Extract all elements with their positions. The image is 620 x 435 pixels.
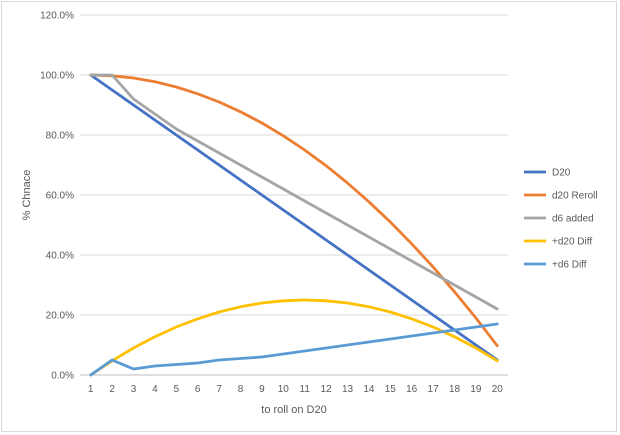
x-tick-label: 20: [492, 384, 504, 395]
x-tick-label: 5: [174, 384, 180, 395]
y-tick-label: 80.0%: [46, 131, 74, 142]
x-tick-label: 6: [195, 384, 201, 395]
legend-label: +d20 Diff: [552, 237, 592, 248]
x-tick-label: 8: [238, 384, 244, 395]
x-tick-label: 14: [363, 384, 375, 395]
x-tick-label: 1: [88, 384, 94, 395]
legend-label: d6 added: [552, 214, 594, 225]
y-tick-label: 40.0%: [46, 251, 74, 262]
y-axis-title: % Chnace: [21, 170, 33, 221]
x-tick-label: 10: [278, 384, 290, 395]
x-tick-label: 3: [131, 384, 137, 395]
x-tick-label: 18: [449, 384, 461, 395]
x-tick-label: 7: [216, 384, 222, 395]
x-tick-label: 11: [300, 384, 311, 395]
y-axis: 0.0% 20.0% 40.0% 60.0% 80.0% 100.0% 120.0%: [40, 11, 74, 382]
x-axis-title: to roll on D20: [261, 404, 326, 416]
y-tick-label: 60.0%: [46, 191, 74, 202]
legend-label: D20: [552, 168, 571, 179]
x-tick-label: 12: [321, 384, 333, 395]
x-tick-label: 17: [428, 384, 440, 395]
x-tick-label: 19: [470, 384, 482, 395]
legend: D20 d20 Reroll d6 added +d20 Diff +d6 Diff: [524, 168, 598, 271]
x-tick-label: 15: [385, 384, 397, 395]
series-line-d20-diff: [89, 298, 499, 377]
y-tick-label: 100.0%: [40, 71, 74, 82]
x-axis: 1 2 3 4 5 6 7 8 9 10 11 12 13 14 15 16 17 18 19 20: [80, 374, 508, 395]
legend-label: d20 Reroll: [552, 191, 598, 202]
y-tick-label: 120.0%: [40, 11, 74, 22]
x-tick-label: 9: [259, 384, 265, 395]
x-tick-label: 2: [109, 384, 115, 395]
x-tick-label: 4: [152, 384, 158, 395]
legend-label: +d6 Diff: [552, 260, 587, 271]
series-line-d6-diff: [89, 322, 499, 377]
x-tick-label: 16: [406, 384, 418, 395]
series-line-d6-added: [89, 73, 499, 311]
series-line-d20: [89, 73, 499, 362]
series-line-d20-reroll: [89, 73, 499, 348]
y-tick-label: 20.0%: [46, 311, 74, 322]
y-tick-label: 0.0%: [51, 371, 74, 382]
series-lines: [89, 73, 499, 377]
x-tick-label: 13: [342, 384, 354, 395]
